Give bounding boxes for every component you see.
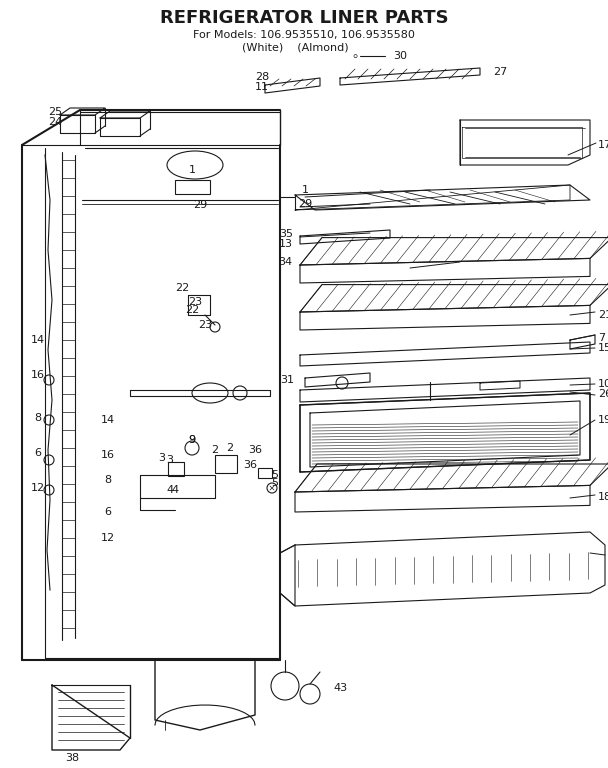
Text: 29: 29 [193,200,207,210]
Text: 22: 22 [185,305,199,315]
Text: 31: 31 [280,375,294,385]
Text: 12: 12 [101,533,115,543]
Text: 29: 29 [298,199,312,209]
Text: 9: 9 [188,435,196,445]
Text: 38: 38 [65,753,79,763]
Bar [215,455,237,473]
Text: 6: 6 [35,448,41,458]
Text: 1: 1 [302,185,308,195]
Text: 10: 10 [598,379,608,389]
Text: 11: 11 [255,82,269,92]
Text: 6: 6 [105,507,111,517]
Text: 8: 8 [35,413,41,423]
Text: 30: 30 [393,51,407,61]
Text: 18: 18 [598,492,608,502]
Text: 36: 36 [248,445,262,455]
Text: 27: 27 [493,67,507,77]
Text: 17: 17 [598,140,608,150]
Text: 4: 4 [171,485,179,495]
Text: For Models: 106.9535510, 106.9535580: For Models: 106.9535510, 106.9535580 [193,30,415,40]
Bar [168,462,184,476]
Text: 16: 16 [101,450,115,460]
Text: 5: 5 [272,470,278,480]
Text: 2: 2 [226,443,233,453]
Text: 43: 43 [333,683,347,693]
Text: 7: 7 [598,333,605,343]
Text: 5: 5 [272,478,278,488]
Text: 34: 34 [278,257,292,267]
Text: 3: 3 [159,453,165,463]
Text: 4: 4 [167,485,173,495]
Text: 35: 35 [279,229,293,239]
Text: 23: 23 [198,320,212,330]
Text: 14: 14 [101,415,115,425]
Text: 3: 3 [167,455,173,465]
Text: 14: 14 [31,335,45,345]
Text: 13: 13 [279,239,293,249]
Text: 23: 23 [188,297,202,307]
Text: 24: 24 [48,117,62,127]
Text: 2: 2 [212,445,218,455]
Text: REFRIGERATOR LINER PARTS: REFRIGERATOR LINER PARTS [160,9,448,27]
Text: 26: 26 [598,389,608,399]
Text: 12: 12 [31,483,45,493]
Text: 9: 9 [188,435,196,445]
Text: (White)    (Almond): (White) (Almond) [242,43,348,53]
Text: 8: 8 [105,475,111,485]
Text: 22: 22 [175,283,189,293]
Text: 19: 19 [598,415,608,425]
Text: 21: 21 [598,310,608,320]
Text: 36: 36 [243,460,257,470]
Text: 15: 15 [598,343,608,353]
Bar [258,468,272,478]
Bar [175,180,210,194]
Text: 25: 25 [48,107,62,117]
Text: 1: 1 [188,165,196,175]
Text: 28: 28 [255,72,269,82]
Text: 16: 16 [31,370,45,380]
Text: ⚪: ⚪ [351,51,359,61]
